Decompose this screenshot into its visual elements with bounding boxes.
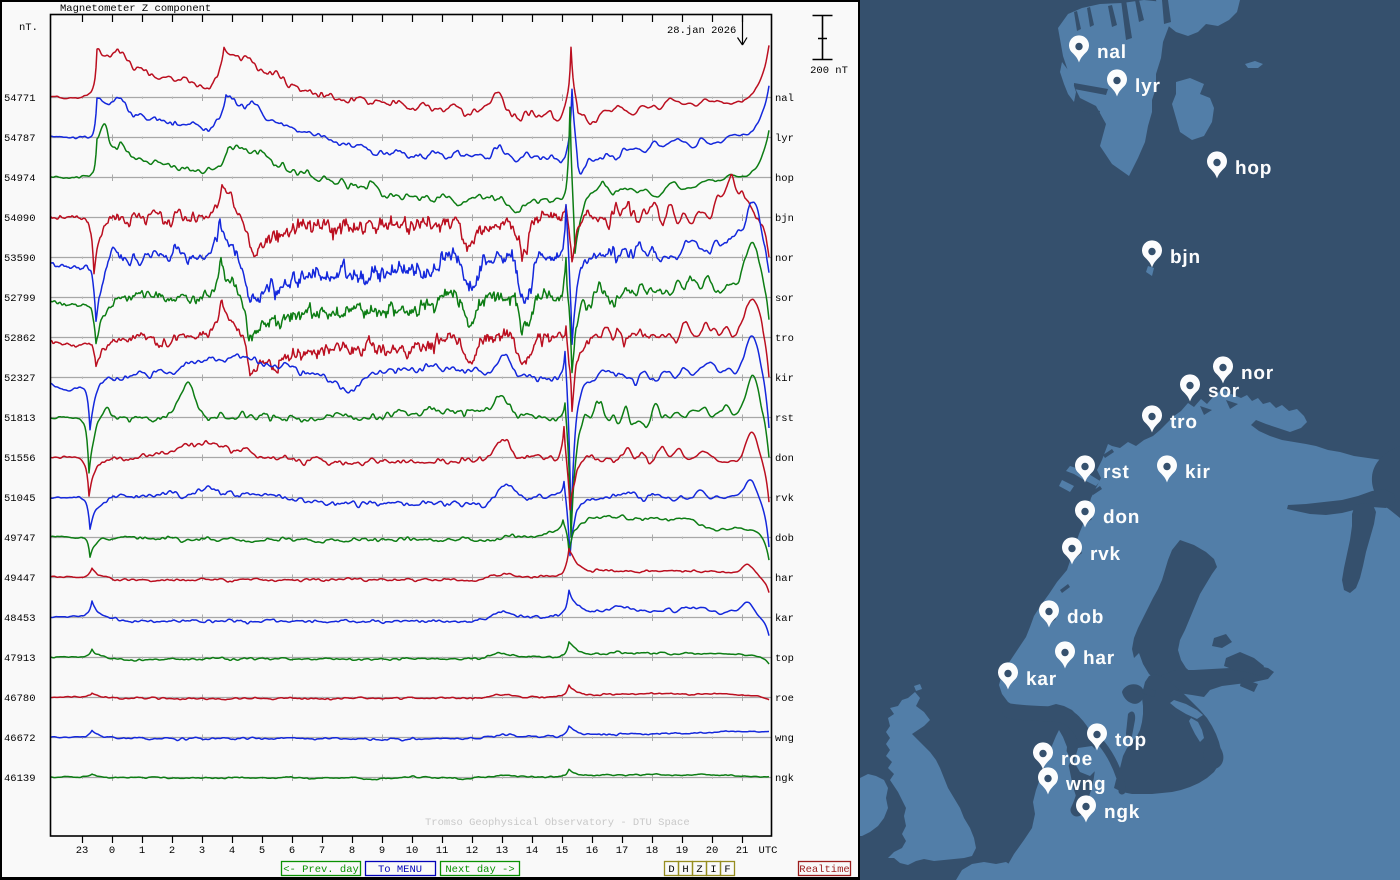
svg-text:Tromso Geophysical Observatory: Tromso Geophysical Observatory - DTU Spa… — [425, 817, 690, 829]
svg-text:16: 16 — [586, 845, 599, 857]
svg-text:sor: sor — [775, 293, 794, 305]
svg-text:9: 9 — [379, 845, 385, 857]
svg-text:kar: kar — [1026, 669, 1057, 690]
svg-text:15: 15 — [556, 845, 569, 857]
svg-text:Magnetometer Z component: Magnetometer Z component — [60, 3, 211, 15]
svg-text:bjn: bjn — [1170, 247, 1201, 268]
svg-text:12: 12 — [466, 845, 479, 857]
svg-text:7: 7 — [319, 845, 325, 857]
svg-text:H: H — [682, 864, 688, 876]
svg-text:wng: wng — [775, 733, 794, 745]
svg-text:<- Prev. day: <- Prev. day — [283, 864, 359, 876]
svg-text:200 nT: 200 nT — [810, 65, 848, 77]
svg-text:18: 18 — [646, 845, 659, 857]
svg-text:Next day ->: Next day -> — [445, 864, 514, 876]
svg-text:nT.: nT. — [19, 22, 38, 34]
svg-text:3: 3 — [199, 845, 205, 857]
svg-text:nor: nor — [775, 253, 794, 265]
svg-text:51045: 51045 — [4, 493, 36, 505]
svg-text:lyr: lyr — [1135, 76, 1161, 97]
svg-text:6: 6 — [289, 845, 295, 857]
svg-text:8: 8 — [349, 845, 355, 857]
svg-text:20: 20 — [706, 845, 719, 857]
svg-text:rvk: rvk — [775, 493, 794, 505]
svg-text:ngk: ngk — [775, 773, 794, 785]
svg-text:har: har — [775, 573, 794, 585]
svg-text:top: top — [1115, 730, 1147, 751]
svg-text:21: 21 — [736, 845, 749, 857]
svg-text:bjn: bjn — [775, 213, 794, 225]
svg-text:5: 5 — [259, 845, 265, 857]
svg-text:kir: kir — [1185, 462, 1211, 483]
svg-text:ngk: ngk — [1104, 802, 1140, 823]
svg-text:rst: rst — [1103, 462, 1130, 483]
svg-text:53590: 53590 — [4, 253, 36, 265]
svg-text:top: top — [775, 653, 794, 665]
svg-text:dob: dob — [775, 533, 794, 545]
svg-text:23: 23 — [76, 845, 89, 857]
svg-text:wng: wng — [1065, 774, 1106, 795]
svg-text:hop: hop — [775, 173, 794, 185]
svg-text:tro: tro — [775, 333, 794, 345]
svg-text:54787: 54787 — [4, 133, 36, 145]
svg-text:17: 17 — [616, 845, 629, 857]
svg-text:D: D — [668, 864, 674, 876]
svg-text:11: 11 — [436, 845, 449, 857]
svg-text:Realtime: Realtime — [799, 864, 849, 876]
svg-text:don: don — [775, 453, 794, 465]
svg-text:lyr: lyr — [775, 133, 794, 145]
svg-text:rvk: rvk — [1090, 544, 1121, 565]
svg-text:I: I — [710, 864, 716, 876]
svg-text:52799: 52799 — [4, 293, 36, 305]
svg-text:47913: 47913 — [4, 653, 36, 665]
svg-text:46672: 46672 — [4, 733, 36, 745]
svg-text:51813: 51813 — [4, 413, 36, 425]
svg-text:Z: Z — [696, 864, 702, 876]
svg-text:10: 10 — [406, 845, 419, 857]
svg-text:19: 19 — [676, 845, 689, 857]
svg-text:rst: rst — [775, 413, 794, 425]
svg-text:roe: roe — [1061, 749, 1093, 770]
svg-text:hop: hop — [1235, 158, 1272, 179]
svg-text:kar: kar — [775, 613, 794, 625]
svg-text:54090: 54090 — [4, 213, 36, 225]
svg-text:nal: nal — [775, 93, 794, 105]
svg-text:28.jan 2026: 28.jan 2026 — [667, 25, 736, 37]
svg-text:don: don — [1103, 507, 1140, 528]
svg-text:51556: 51556 — [4, 453, 36, 465]
svg-text:0: 0 — [109, 845, 115, 857]
svg-text:54974: 54974 — [4, 173, 36, 185]
svg-text:nal: nal — [1097, 42, 1127, 63]
svg-text:sor: sor — [1208, 381, 1240, 402]
svg-text:48453: 48453 — [4, 613, 36, 625]
svg-text:54771: 54771 — [4, 93, 36, 105]
svg-text:nor: nor — [1241, 363, 1274, 384]
svg-text:tro: tro — [1170, 412, 1198, 433]
svg-text:har: har — [1083, 648, 1115, 669]
svg-text:To MENU: To MENU — [378, 864, 422, 876]
svg-text:4: 4 — [229, 845, 235, 857]
svg-text:1: 1 — [139, 845, 145, 857]
svg-text:14: 14 — [526, 845, 539, 857]
svg-text:roe: roe — [775, 693, 794, 705]
svg-text:49447: 49447 — [4, 573, 36, 585]
svg-text:F: F — [724, 864, 730, 876]
svg-text:52862: 52862 — [4, 333, 36, 345]
svg-text:UTC: UTC — [759, 845, 778, 857]
svg-text:52327: 52327 — [4, 373, 36, 385]
svg-text:46139: 46139 — [4, 773, 36, 785]
svg-text:2: 2 — [169, 845, 175, 857]
svg-text:49747: 49747 — [4, 533, 36, 545]
svg-text:kir: kir — [775, 373, 794, 385]
svg-text:13: 13 — [496, 845, 509, 857]
svg-text:dob: dob — [1067, 607, 1104, 628]
svg-text:46780: 46780 — [4, 693, 36, 705]
